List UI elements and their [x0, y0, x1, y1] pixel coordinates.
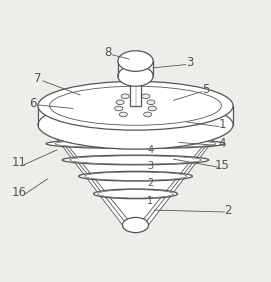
Ellipse shape [116, 100, 124, 105]
Polygon shape [130, 76, 141, 106]
Ellipse shape [119, 112, 127, 117]
Ellipse shape [79, 171, 192, 181]
Ellipse shape [118, 51, 153, 71]
Polygon shape [46, 125, 225, 225]
Text: 1: 1 [218, 118, 226, 131]
Ellipse shape [38, 100, 233, 149]
Text: 2: 2 [147, 178, 154, 188]
Text: 4: 4 [147, 145, 153, 155]
Ellipse shape [115, 106, 123, 111]
Ellipse shape [118, 66, 153, 86]
Text: 7: 7 [34, 72, 42, 85]
Text: 11: 11 [11, 156, 27, 169]
Ellipse shape [121, 94, 129, 99]
Polygon shape [38, 106, 233, 125]
Ellipse shape [122, 217, 149, 233]
Ellipse shape [142, 94, 150, 99]
Text: 8: 8 [105, 47, 112, 60]
Ellipse shape [46, 139, 225, 149]
Ellipse shape [144, 112, 152, 117]
Text: 16: 16 [11, 186, 27, 199]
Ellipse shape [38, 81, 233, 130]
Ellipse shape [148, 106, 156, 111]
Text: 2: 2 [224, 204, 231, 217]
Text: 3: 3 [147, 161, 153, 171]
Ellipse shape [93, 189, 178, 199]
Text: 6: 6 [29, 96, 36, 110]
Text: 5: 5 [202, 83, 210, 96]
Polygon shape [118, 61, 153, 76]
Ellipse shape [147, 100, 155, 105]
Text: 3: 3 [186, 56, 193, 69]
Text: 4: 4 [218, 137, 226, 150]
Text: 1: 1 [147, 196, 153, 206]
Text: 15: 15 [215, 159, 230, 172]
Ellipse shape [62, 155, 209, 165]
